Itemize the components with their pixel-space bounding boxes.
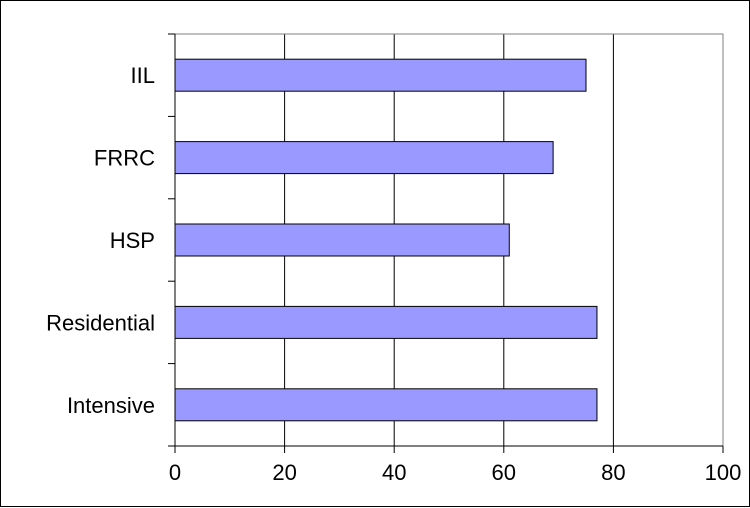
bar-hsp <box>174 223 510 257</box>
y-tick-label: Intensive <box>67 393 155 418</box>
bars <box>174 58 598 422</box>
x-tick-label: 60 <box>492 460 516 485</box>
y-tick-label: IIL <box>131 63 155 88</box>
y-tick-label: Residential <box>46 310 155 335</box>
bar-residential <box>174 305 598 339</box>
y-tick-label: FRRC <box>94 146 155 171</box>
bar-intensive <box>174 388 598 422</box>
tick-labels: 0 20 40 60 80 100 IIL FRRC HSP Residential Intensi… <box>46 63 741 485</box>
bar-iil <box>174 58 587 92</box>
x-tick-label: 100 <box>705 460 742 485</box>
bar-frrc <box>174 141 554 175</box>
x-tick-label: 80 <box>601 460 625 485</box>
y-tick-label: HSP <box>110 228 155 253</box>
x-tick-label: 40 <box>382 460 406 485</box>
axes <box>168 33 724 453</box>
x-tick-label: 0 <box>169 460 181 485</box>
x-tick-label: 20 <box>272 460 296 485</box>
